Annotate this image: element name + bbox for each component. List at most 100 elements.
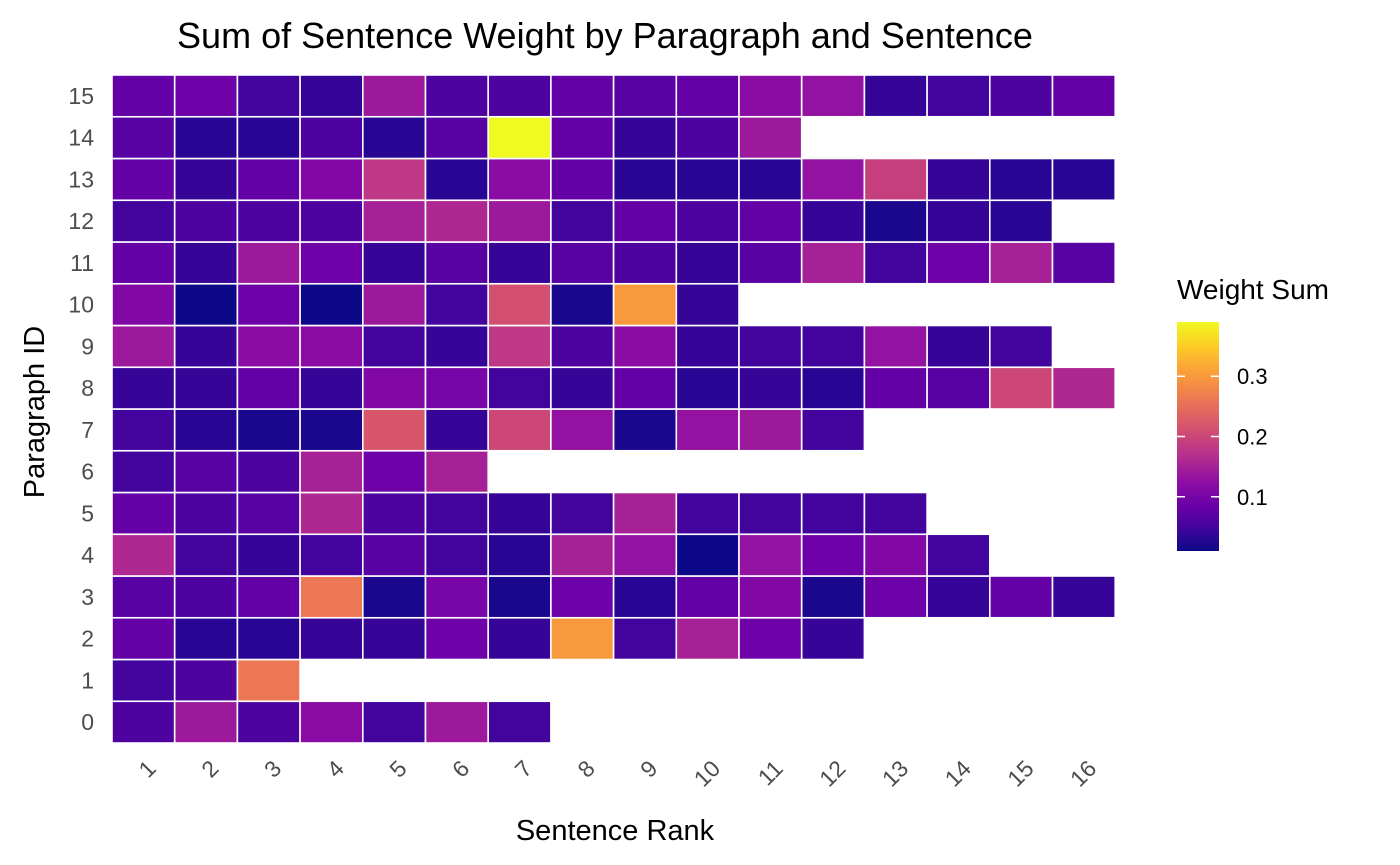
heatmap-cell-p0-s2 [173,700,239,744]
heatmap-cell-p4-s9 [612,533,678,577]
x-tick-label: 16 [1065,755,1101,791]
heatmap-cell-p3-s14 [926,575,991,619]
heatmap-cell-p10-s1 [111,282,176,327]
heatmap-cell-p10-s6 [424,282,490,327]
y-axis-title: Paragraph ID [19,326,51,499]
heatmap-cell-p15-s16 [1051,74,1117,118]
heatmap-cell-p13-s7 [487,157,552,202]
y-tick-label: 13 [68,166,94,192]
heatmap-cell-p4-s6 [424,533,490,577]
heatmap-cell-p3-s10 [675,575,740,619]
heatmap-cell-p3-s4 [299,575,364,619]
heatmap-cell-p11-s2 [173,241,239,285]
heatmap-cell-p13-s8 [550,157,615,202]
heatmap-cell-p3-s9 [612,575,678,619]
x-tick-label: 10 [689,755,725,791]
heatmap-cell-p13-s3 [236,157,301,202]
heatmap-cell-p8-s3 [236,366,301,410]
heatmap-cells [111,74,1117,744]
x-tick-label: 3 [259,755,286,782]
heatmap-cell-p15-s12 [800,74,866,118]
heatmap-cell-p4-s1 [111,533,176,577]
heatmap-cell-p13-s14 [926,157,991,202]
x-tick-label: 8 [572,755,599,782]
x-tick-label: 15 [1002,755,1038,791]
heatmap-cell-p4-s12 [800,533,866,577]
heatmap-cell-p14-s8 [550,115,615,160]
heatmap-cell-p5-s3 [236,491,301,536]
heatmap-cell-p8-s2 [173,366,239,410]
heatmap-cell-p11-s5 [361,241,427,285]
heatmap-cell-p7-s12 [800,408,866,452]
heatmap-cell-p15-s7 [487,74,552,118]
heatmap-cell-p4-s8 [550,533,615,577]
heatmap-cell-p3-s6 [424,575,490,619]
heatmap-cell-p14-s4 [299,115,364,160]
heatmap-cell-p8-s4 [299,366,364,410]
heatmap-cell-p3-s15 [988,575,1054,619]
heatmap-cell-p3-s13 [863,575,928,619]
heatmap-cell-p1-s1 [111,658,176,703]
heatmap-cell-p1-s2 [173,658,239,703]
heatmap-cell-p7-s10 [675,408,740,452]
heatmap-cell-p12-s8 [550,199,615,243]
heatmap-cell-p14-s9 [612,115,678,160]
heatmap-cell-p11-s9 [612,241,678,285]
heatmap-cell-p13-s5 [361,157,427,202]
heatmap-cell-p2-s6 [424,616,490,661]
y-tick-label: 6 [81,459,94,485]
heatmap-cell-p4-s5 [361,533,427,577]
heatmap-cell-p12-s1 [111,199,176,243]
heatmap-cell-p2-s2 [173,616,239,661]
heatmap-cell-p7-s7 [487,408,552,452]
x-tick-label: 1 [133,755,160,782]
heatmap-cell-p14-s7 [487,115,552,160]
heatmap-cell-p9-s3 [236,324,301,369]
y-tick-label: 15 [68,83,94,109]
heatmap-cell-p3-s5 [361,575,427,619]
heatmap-cell-p5-s2 [173,491,239,536]
heatmap-cell-p9-s9 [612,324,678,369]
heatmap-cell-p15-s14 [926,74,991,118]
heatmap-cell-p15-s9 [612,74,678,118]
heatmap-cell-p5-s11 [738,491,803,536]
heatmap-cell-p15-s6 [424,74,490,118]
heatmap-cell-p5-s6 [424,491,490,536]
heatmap-cell-p15-s3 [236,74,301,118]
heatmap-cell-p8-s12 [800,366,866,410]
heatmap-cell-p7-s6 [424,408,490,452]
heatmap-cell-p13-s9 [612,157,678,202]
x-tick-label: 7 [510,755,537,782]
heatmap-cell-p6-s6 [424,449,490,494]
x-tick-label: 13 [877,755,913,791]
heatmap-cell-p14-s1 [111,115,176,160]
heatmap-cell-p15-s1 [111,74,176,118]
heatmap-cell-p6-s5 [361,449,427,494]
heatmap-cell-p15-s10 [675,74,740,118]
heatmap-cell-p12-s2 [173,199,239,243]
heatmap-cell-p10-s2 [173,282,239,327]
heatmap-cell-p5-s12 [800,491,866,536]
heatmap-cell-p2-s8 [550,616,615,661]
heatmap-cell-p2-s12 [800,616,866,661]
heatmap-cell-p14-s3 [236,115,301,160]
heatmap-cell-p15-s13 [863,74,928,118]
heatmap-cell-p8-s9 [612,366,678,410]
x-tick-label: 11 [753,755,788,790]
heatmap-cell-p4-s4 [299,533,364,577]
heatmap-cell-p6-s1 [111,449,176,494]
heatmap-cell-p5-s4 [299,491,364,536]
heatmap-cell-p13-s1 [111,157,176,202]
heatmap-cell-p9-s4 [299,324,364,369]
y-tick-label: 8 [81,375,94,401]
heatmap-cell-p7-s5 [361,408,427,452]
heatmap-cell-p11-s15 [988,241,1054,285]
heatmap-cell-p12-s13 [863,199,928,243]
heatmap-cell-p13-s15 [988,157,1054,202]
heatmap-cell-p15-s4 [299,74,364,118]
heatmap-cell-p2-s5 [361,616,427,661]
heatmap-cell-p12-s6 [424,199,490,243]
x-tick-label: 9 [635,755,662,782]
heatmap-cell-p11-s10 [675,241,740,285]
